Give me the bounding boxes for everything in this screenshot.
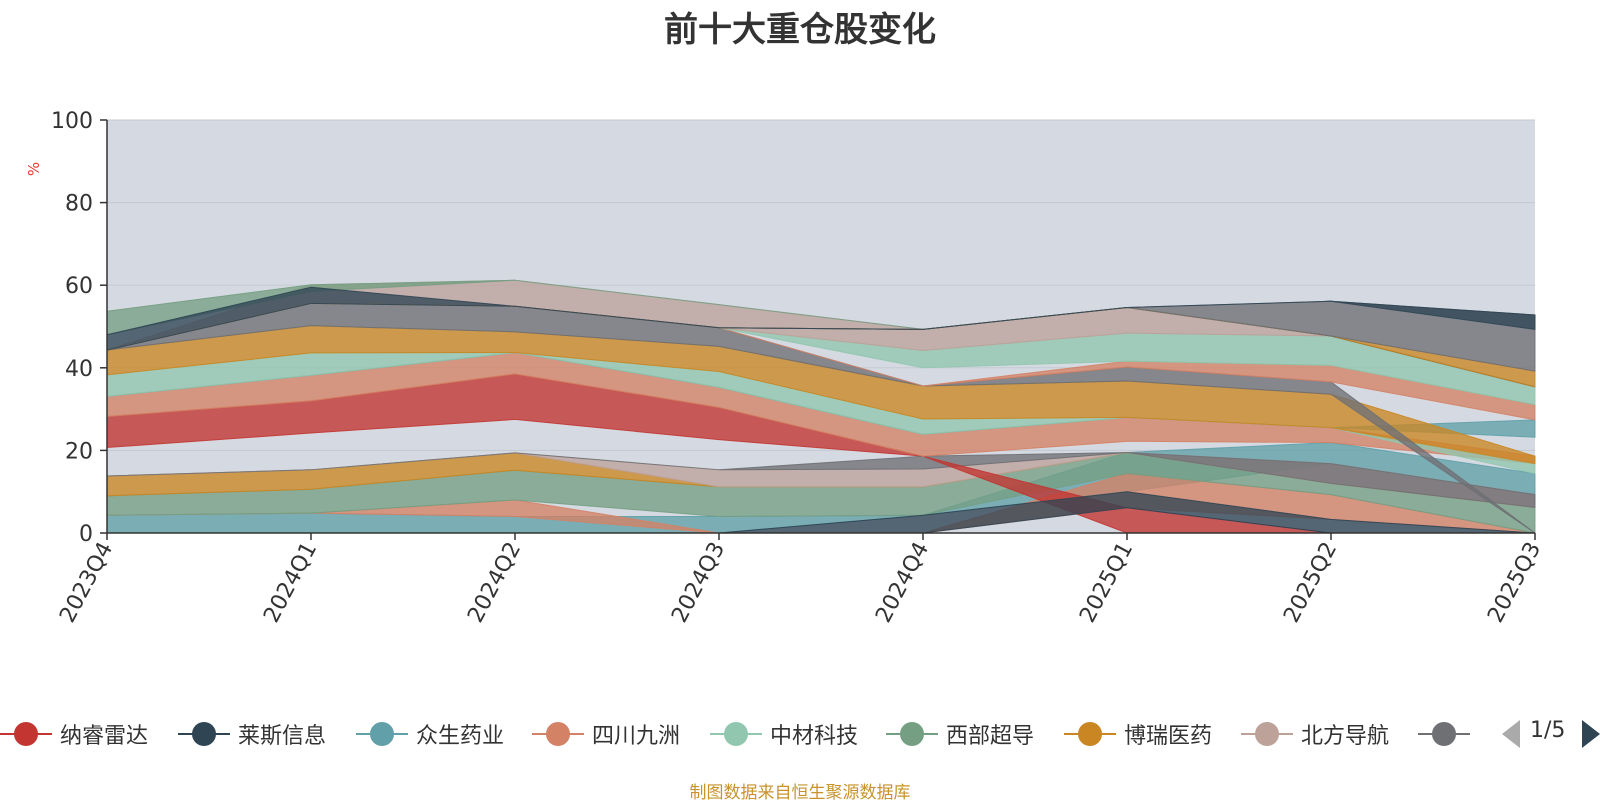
legend-next-page-button[interactable] xyxy=(1582,720,1600,748)
y-tick-label: 0 xyxy=(79,522,93,547)
source-note: 制图数据来自恒生聚源数据库 xyxy=(689,783,911,803)
legend-marker-icon xyxy=(356,719,408,749)
legend-label: 纳睿雷达 xyxy=(60,724,149,749)
y-tick-label: 20 xyxy=(65,439,93,464)
legend-label: 博瑞医药 xyxy=(1124,724,1213,749)
legend-label: 中材科技 xyxy=(770,724,859,749)
x-tick-label: 2024Q4 xyxy=(871,538,934,627)
legend-item[interactable]: 纳睿雷达 xyxy=(0,716,148,752)
y-tick-label: 40 xyxy=(65,357,93,382)
legend-marker-icon xyxy=(178,719,230,749)
x-tick-label: 2023Q4 xyxy=(55,538,118,627)
legend-marker-icon xyxy=(532,719,584,749)
legend-marker-icon xyxy=(1418,719,1470,749)
x-tick-label: 2025Q2 xyxy=(1279,538,1342,627)
legend-marker-icon xyxy=(710,719,762,749)
legend-prev-page-button[interactable] xyxy=(1502,720,1520,748)
chart-legend: 纳睿雷达 莱斯信息 众生药业 四川九洲 中材科技 西部超导 博瑞医药 北方导航 xyxy=(0,716,1490,752)
legend-pager: 1/5 xyxy=(1500,716,1600,752)
y-tick-label: 80 xyxy=(65,192,93,217)
legend-page-indicator: 1/5 xyxy=(1530,718,1566,743)
x-tick-label: 2024Q1 xyxy=(259,538,322,627)
legend-marker-icon xyxy=(0,719,52,749)
legend-label: 四川九洲 xyxy=(592,724,681,749)
legend-item[interactable]: 北方导航 xyxy=(1241,716,1389,752)
y-tick-label: 60 xyxy=(65,274,93,299)
legend-item[interactable]: 西部超导 xyxy=(886,716,1034,752)
y-tick-label: 100 xyxy=(51,109,93,134)
legend-marker-icon xyxy=(1241,719,1293,749)
legend-item[interactable]: 中材科技 xyxy=(710,716,858,752)
chart-title: 前十大重仓股变化 xyxy=(664,10,936,50)
y-axis-label: % xyxy=(25,162,43,176)
x-tick-label: 2024Q3 xyxy=(667,538,730,627)
legend-label: 众生药业 xyxy=(416,724,505,749)
x-tick-label: 2025Q1 xyxy=(1075,538,1138,627)
series-area-band xyxy=(106,300,1536,351)
legend-item[interactable] xyxy=(1418,716,1478,752)
legend-label: 莱斯信息 xyxy=(238,724,327,749)
legend-item[interactable]: 博瑞医药 xyxy=(1064,716,1212,752)
legend-item[interactable]: 莱斯信息 xyxy=(178,716,326,752)
legend-item[interactable]: 四川九洲 xyxy=(532,716,680,752)
legend-label: 北方导航 xyxy=(1301,724,1390,749)
legend-item[interactable]: 众生药业 xyxy=(356,716,504,752)
x-tick-label: 2025Q3 xyxy=(1483,538,1546,627)
legend-marker-icon xyxy=(886,719,938,749)
series-area-band xyxy=(106,451,1536,508)
legend-label: 西部超导 xyxy=(946,724,1035,749)
legend-marker-icon xyxy=(1064,719,1116,749)
x-tick-label: 2024Q2 xyxy=(463,538,526,627)
